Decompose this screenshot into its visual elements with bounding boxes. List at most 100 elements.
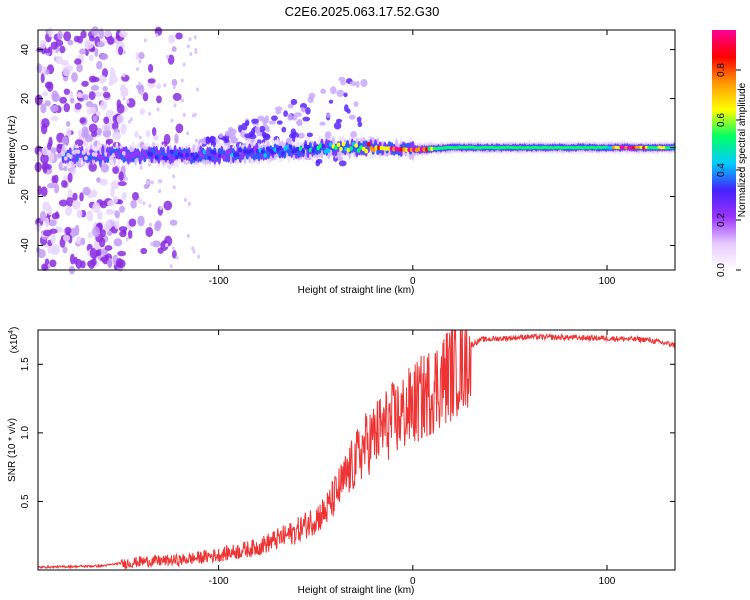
heatmap-cell [406,142,410,149]
heatmap-cell [197,254,201,259]
heatmap-cell [72,192,78,201]
spectrogram-y-tick: -20 [20,189,675,204]
heatmap-cell [228,149,232,154]
heatmap-cell [147,162,151,167]
heatmap-cell [90,106,96,114]
spectrogram-heatmap [34,26,677,275]
heatmap-cell [422,147,427,152]
heatmap-cell [116,154,121,160]
heatmap-cell [65,121,71,127]
heatmap-cell [634,145,639,149]
heatmap-cell [140,247,148,255]
heatmap-cell [278,151,282,159]
heatmap-cell [276,120,283,125]
heatmap-cell [92,243,102,250]
heatmap-cell [115,29,122,40]
colorbar-tick: 0.4 [716,163,741,177]
heatmap-cell [99,178,108,186]
heatmap-cell [72,200,81,210]
heatmap-cell [57,30,63,41]
heatmap-cell [392,150,396,156]
heatmap-cell [159,205,163,210]
heatmap-cell [40,103,47,114]
heatmap-cell [88,91,96,101]
heatmap-cell [91,76,100,83]
spectrogram-y-tick: -40 [20,238,675,253]
heatmap-cell [159,155,164,161]
heatmap-cell [457,145,462,149]
heatmap-cell [63,165,68,172]
heatmap-cell [330,86,337,95]
heatmap-cell [164,155,169,161]
heatmap-cell [61,180,68,188]
heatmap-cell [140,91,144,96]
heatmap-cell [172,92,182,101]
heatmap-cell [182,62,186,67]
heatmap-cell [148,63,154,73]
heatmap-cell [84,155,88,161]
heatmap-cell [95,127,103,136]
heatmap-cell [175,123,184,134]
heatmap-cell [290,98,298,106]
heatmap-cell [159,179,163,184]
heatmap-cell [62,234,71,242]
heatmap-cell [366,142,371,147]
spectrogram-x-tick: -100 [209,30,229,287]
heatmap-cell [42,164,48,174]
heatmap-cell [183,197,187,202]
heatmap-cell [203,153,208,161]
heatmap-cell [324,131,332,140]
heatmap-cell [85,100,94,108]
heatmap-cell [44,217,50,228]
spectrogram-y-tick: 20 [20,93,675,104]
heatmap-cell [61,136,69,146]
heatmap-cell [174,133,179,144]
heatmap-cell [89,247,97,259]
heatmap-cell [44,258,50,266]
heatmap-cell [119,205,125,213]
heatmap-cell [105,139,111,147]
colorbar-tick: 0.2 [716,213,741,227]
heatmap-cell [94,152,98,157]
heatmap-cell [197,150,202,156]
heatmap-cell [124,176,128,181]
heatmap-cell [60,59,70,66]
heatmap-cell [101,68,109,78]
heatmap-cell [121,86,129,97]
heatmap-cell [88,162,97,172]
heatmap-cell [67,39,74,46]
heatmap-cell [61,151,66,157]
heatmap-cell [137,84,145,95]
heatmap-cell [71,72,78,83]
heatmap-cell [91,26,100,37]
heatmap-cell [315,160,321,167]
heatmap-cell [262,133,271,141]
heatmap-cell [69,154,73,159]
heatmap-cell [50,147,58,153]
heatmap-cell [283,110,288,117]
heatmap-cell [200,153,204,158]
heatmap-cell [190,152,194,158]
heatmap-cell [320,88,327,94]
heatmap-cell [430,146,434,152]
heatmap-cell [298,146,303,151]
heatmap-cell [145,130,151,138]
heatmap-cell [84,134,94,143]
heatmap-cell [79,192,84,202]
heatmap-cell [541,145,545,150]
heatmap-cell [171,78,178,87]
heatmap-cell [110,180,120,190]
heatmap-cell [194,138,198,143]
heatmap-cell [251,127,256,135]
heatmap-cell [452,146,457,150]
heatmap-cell [49,259,57,268]
heatmap-cell [137,215,145,227]
heatmap-cell [86,210,94,222]
heatmap-cell [316,145,321,151]
heatmap-cell [263,153,268,158]
heatmap-cell [185,161,189,166]
heatmap-cell [106,152,111,158]
heatmap-cell [223,155,227,160]
heatmap-cell [41,263,49,271]
heatmap-cell [57,151,62,159]
